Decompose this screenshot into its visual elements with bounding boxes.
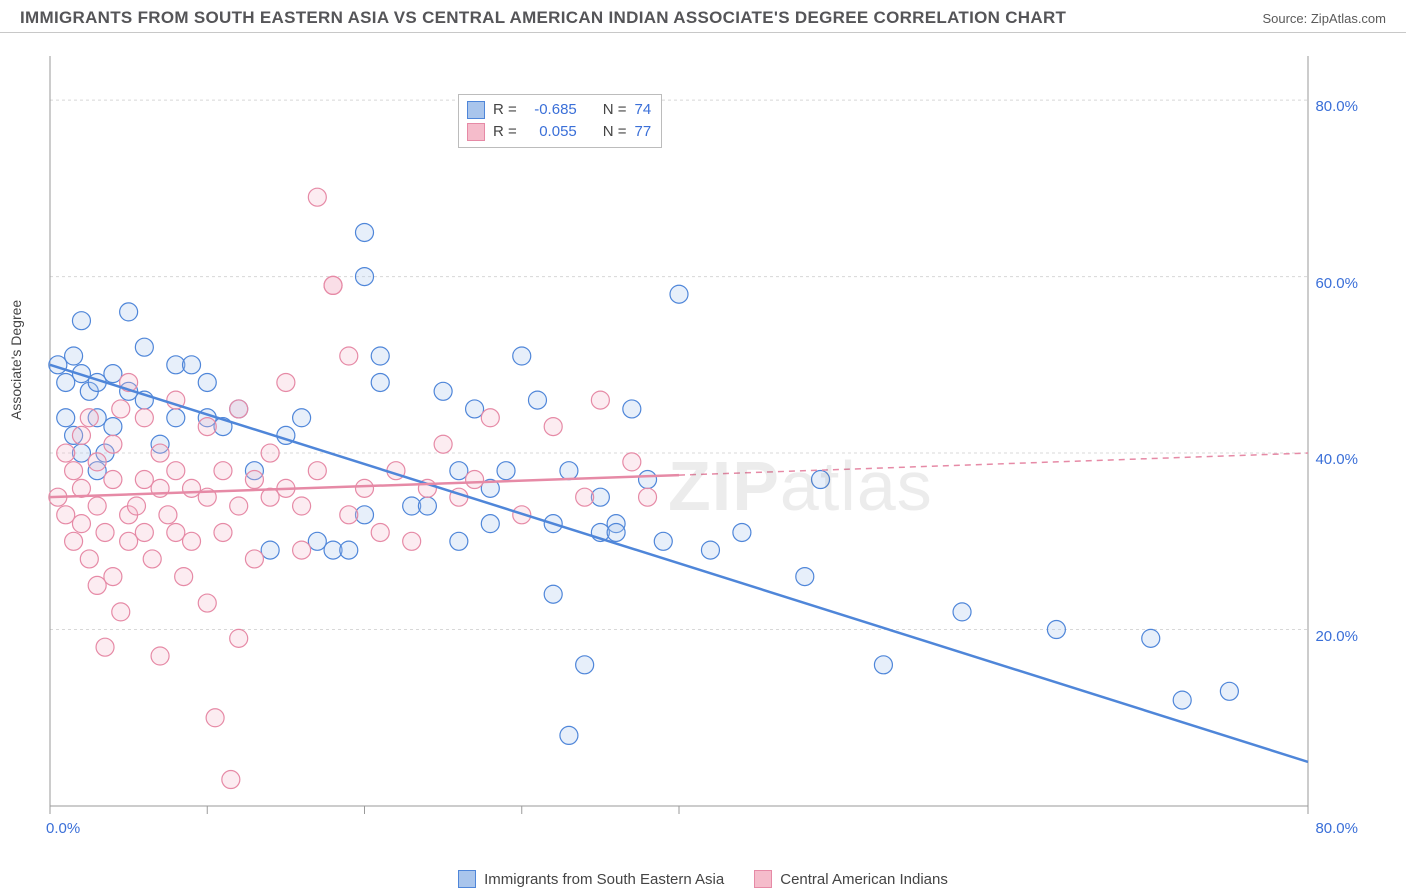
r-label-2: R = <box>493 121 517 143</box>
swatch-bottom-1 <box>458 870 476 888</box>
source-name: ZipAtlas.com <box>1311 11 1386 26</box>
r-value-2: 0.055 <box>525 121 577 143</box>
legend-correlation: R = -0.685 N = 74 R = 0.055 N = 77 <box>458 94 662 148</box>
n-label-1: N = <box>603 99 627 121</box>
y-axis-label: Associate's Degree <box>8 300 24 420</box>
legend-row-series-1: R = -0.685 N = 74 <box>467 99 651 121</box>
n-value-2: 77 <box>635 121 652 143</box>
legend-label-1: Immigrants from South Eastern Asia <box>484 871 724 888</box>
legend-item-series-1: Immigrants from South Eastern Asia <box>458 870 724 888</box>
source-label: Source: <box>1262 11 1310 26</box>
swatch-series-2 <box>467 123 485 141</box>
scatter-plot <box>48 46 1358 836</box>
swatch-series-1 <box>467 101 485 119</box>
n-label-2: N = <box>603 121 627 143</box>
y-tick-label: 40.0% <box>1315 451 1358 468</box>
n-value-1: 74 <box>635 99 652 121</box>
r-label-1: R = <box>493 99 517 121</box>
y-tick-label: 80.0% <box>1315 98 1358 115</box>
legend-item-series-2: Central American Indians <box>754 870 948 888</box>
x-tick-label-left: 0.0% <box>46 820 80 837</box>
chart-title: IMMIGRANTS FROM SOUTH EASTERN ASIA VS CE… <box>20 8 1066 28</box>
y-tick-label: 60.0% <box>1315 275 1358 292</box>
y-tick-label: 20.0% <box>1315 628 1358 645</box>
title-bar: IMMIGRANTS FROM SOUTH EASTERN ASIA VS CE… <box>0 0 1406 33</box>
chart-area: R = -0.685 N = 74 R = 0.055 N = 77 ZIPat… <box>48 46 1358 836</box>
r-value-1: -0.685 <box>525 99 577 121</box>
x-tick-label-right: 80.0% <box>1315 820 1358 837</box>
legend-row-series-2: R = 0.055 N = 77 <box>467 121 651 143</box>
legend-label-2: Central American Indians <box>780 871 948 888</box>
legend-bottom: Immigrants from South Eastern Asia Centr… <box>0 870 1406 888</box>
source-attribution: Source: ZipAtlas.com <box>1262 11 1386 26</box>
swatch-bottom-2 <box>754 870 772 888</box>
